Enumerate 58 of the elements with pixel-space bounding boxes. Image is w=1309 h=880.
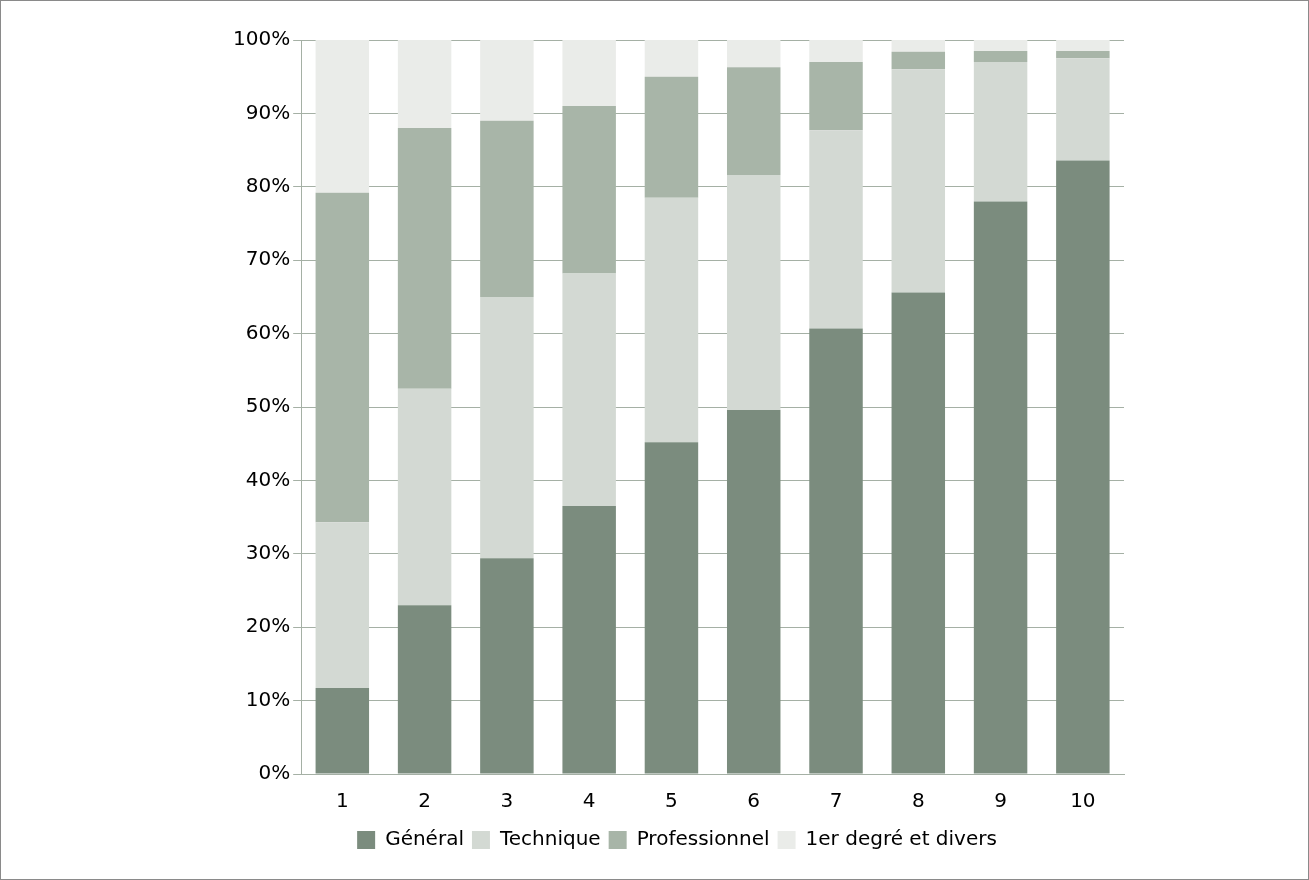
bar — [480, 558, 534, 774]
bar — [1056, 58, 1110, 161]
x-tick-label: 3 — [500, 788, 514, 813]
bar — [726, 40, 781, 68]
bar — [973, 62, 1028, 202]
y-tick-label: 0% — [258, 760, 291, 785]
bar — [891, 69, 946, 293]
x-tick-label: 7 — [829, 788, 843, 813]
bar — [562, 40, 616, 107]
legend-label: Technique — [498, 826, 601, 851]
bar — [1056, 40, 1110, 52]
y-tick-label: 100% — [232, 26, 291, 51]
legend-label: 1er degré et divers — [805, 826, 997, 851]
x-tick-label: 5 — [665, 788, 678, 813]
y-tick-label: 10% — [245, 686, 291, 711]
y-tick-label: 80% — [245, 173, 291, 197]
bar — [644, 442, 699, 774]
x-tick-label: 10 — [1070, 788, 1096, 813]
bar — [644, 197, 699, 443]
y-tick-label: 90% — [245, 99, 291, 124]
bar — [397, 605, 452, 774]
bar — [726, 409, 781, 774]
bar — [973, 201, 1028, 774]
bar — [1056, 160, 1110, 774]
x-tick-label: 2 — [418, 788, 431, 813]
bar — [973, 40, 1028, 52]
bar — [891, 40, 946, 52]
bar — [562, 506, 616, 774]
bar — [562, 273, 616, 507]
legend-label: Professionnel — [636, 826, 770, 851]
bar — [809, 130, 863, 329]
y-tick-label: 30% — [245, 540, 291, 564]
bar — [397, 40, 452, 129]
x-tick-label: 9 — [994, 788, 1007, 813]
bar — [1056, 51, 1110, 59]
bar — [891, 51, 946, 70]
y-tick-label: 40% — [245, 466, 291, 491]
bar — [644, 40, 699, 77]
bar — [480, 296, 534, 559]
bar — [809, 40, 863, 63]
bar — [480, 40, 534, 121]
y-tick-label: 60% — [245, 319, 291, 344]
y-tick-label: 70% — [245, 246, 291, 271]
bar — [973, 51, 1028, 63]
x-tick-label: 6 — [747, 788, 761, 813]
bar — [315, 40, 370, 193]
y-tick-label: 20% — [245, 613, 291, 638]
x-tick-label: 1 — [335, 788, 349, 813]
legend-label: Général — [385, 826, 464, 851]
bar — [397, 388, 452, 606]
bar — [891, 292, 946, 774]
y-tick-label: 50% — [245, 393, 291, 418]
x-tick-label: 8 — [911, 788, 925, 813]
bar — [809, 328, 863, 774]
bar — [315, 522, 370, 689]
bar — [315, 688, 370, 774]
x-tick-label: 4 — [582, 788, 596, 813]
bar — [726, 175, 781, 410]
